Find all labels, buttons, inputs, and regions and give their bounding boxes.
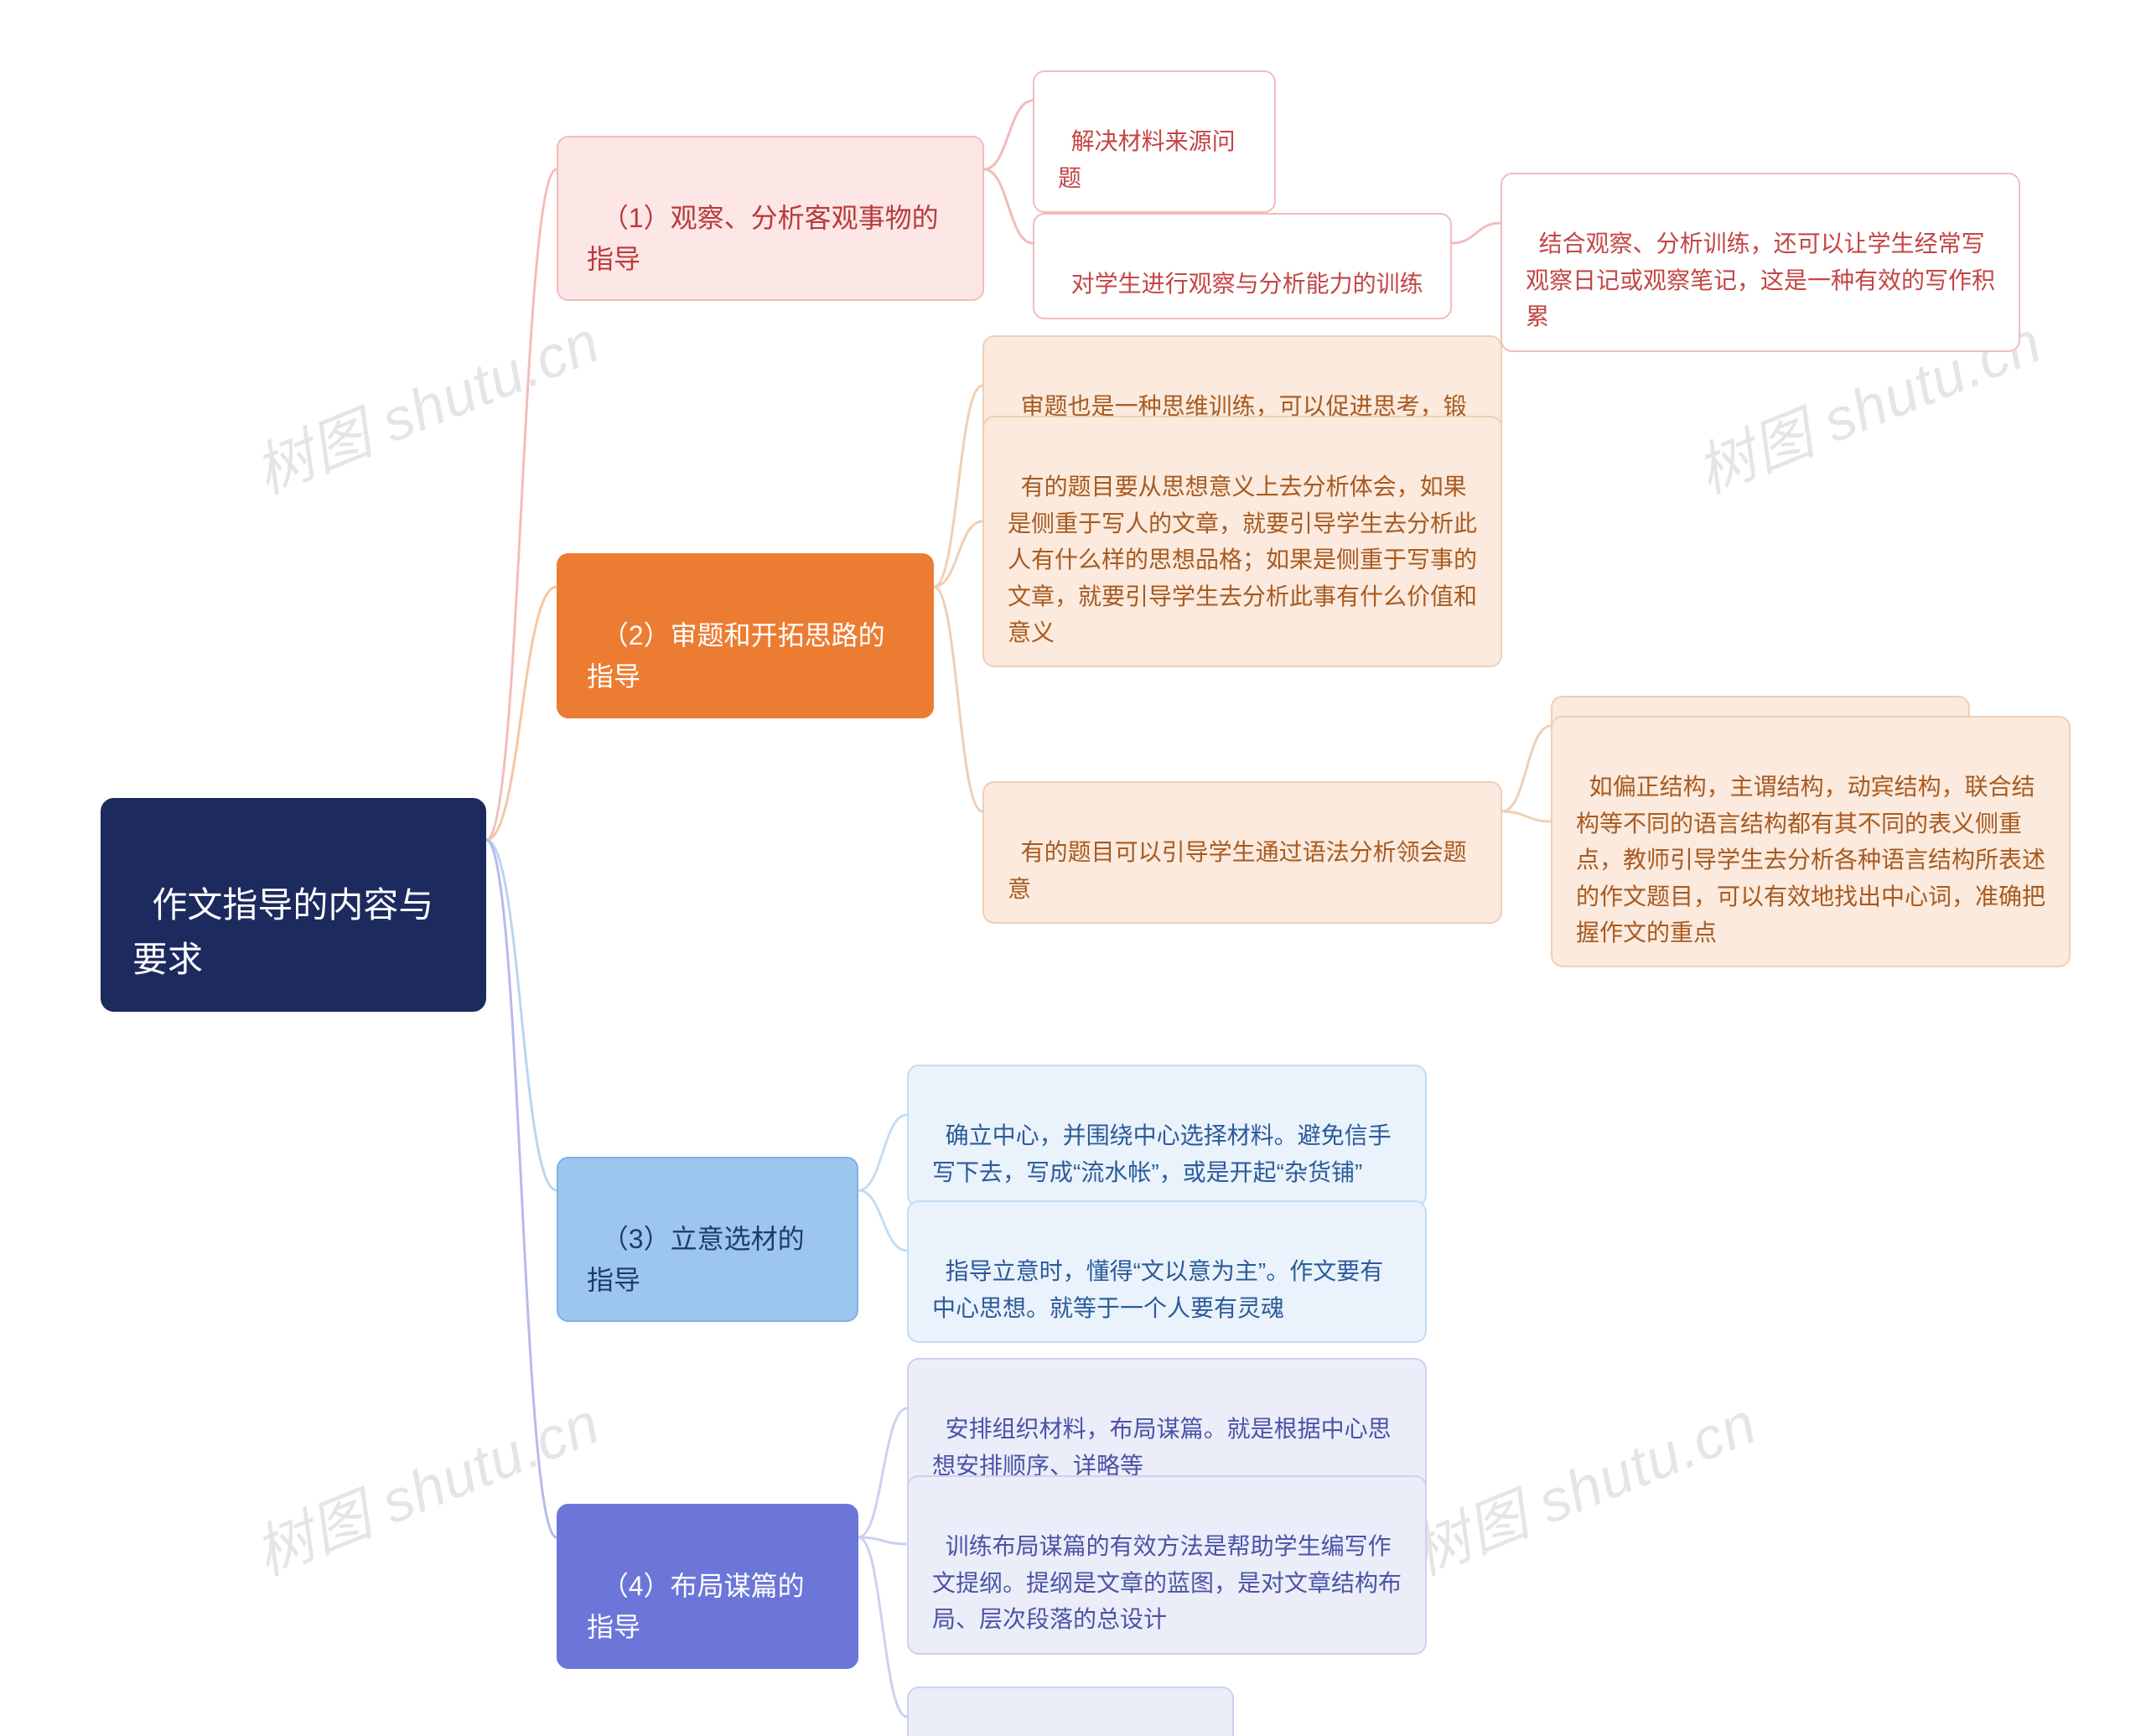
watermark: 树图 shutu.cn xyxy=(241,1376,610,1592)
branch-3-label: （3）立意选材的指导 xyxy=(587,1224,805,1296)
branch-2-leaf-c-child-2: 如偏正结构，主谓结构，动宾结构，联合结构等不同的语言结构都有其不同的表义侧重点，… xyxy=(1551,716,2071,967)
branch-3-leaf-b: 指导立意时，懂得“文以意为主”。作文要有中心思想。就等于一个人要有灵魂 xyxy=(907,1200,1427,1343)
branch-4-leaf-b: 训练布局谋篇的有效方法是帮助学生编写作文提纲。提纲是文章的蓝图，是对文章结构布局… xyxy=(907,1475,1427,1655)
branch-2-label: （2）审题和开拓思路的指导 xyxy=(587,620,885,692)
branch-4-leaf-c: 思维有条理，文章有层次 xyxy=(907,1687,1234,1736)
leaf-label: 训练布局谋篇的有效方法是帮助学生编写作文提纲。提纲是文章的蓝图，是对文章结构布局… xyxy=(932,1533,1402,1632)
leaf-label: 有的题目要从思想意义上去分析体会，如果是侧重于写人的文章，就要引导学生去分析此人… xyxy=(1008,474,1477,645)
branch-3-leaf-a: 确立中心，并围绕中心选择材料。避免信手写下去，写成“流水帐”，或是开起“杂货铺” xyxy=(907,1065,1427,1207)
mindmap-root: 作文指导的内容与要求 xyxy=(101,798,486,1012)
leaf-label: 结合观察、分析训练，还可以让学生经常写观察日记或观察笔记，这是一种有效的写作积累 xyxy=(1526,231,1995,329)
leaf-label: 有的题目可以引导学生通过语法分析领会题意 xyxy=(1008,839,1467,901)
leaf-label: 对学生进行观察与分析能力的训练 xyxy=(1071,271,1423,297)
branch-1-label: （1）观察、分析客观事物的指导 xyxy=(587,203,939,275)
branch-4-label: （4）布局谋篇的指导 xyxy=(587,1571,805,1643)
leaf-label: 确立中心，并围绕中心选择材料。避免信手写下去，写成“流水帐”，或是开起“杂货铺” xyxy=(932,1122,1392,1184)
branch-2-leaf-c: 有的题目可以引导学生通过语法分析领会题意 xyxy=(982,781,1502,924)
branch-3: （3）立意选材的指导 xyxy=(557,1157,858,1322)
leaf-label: 如偏正结构，主谓结构，动宾结构，联合结构等不同的语言结构都有其不同的表义侧重点，… xyxy=(1576,774,2045,946)
leaf-label: 安排组织材料，布局谋篇。就是根据中心思想安排顺序、详略等 xyxy=(932,1416,1392,1478)
branch-2: （2）审题和开拓思路的指导 xyxy=(557,553,934,718)
branch-1: （1）观察、分析客观事物的指导 xyxy=(557,136,984,301)
leaf-label: 解决材料来源问题 xyxy=(1058,128,1236,190)
branch-1-leaf-a: 解决材料来源问题 xyxy=(1033,70,1276,213)
branch-1-leaf-b-child: 结合观察、分析训练，还可以让学生经常写观察日记或观察笔记，这是一种有效的写作积累 xyxy=(1501,173,2020,352)
branch-1-leaf-b: 对学生进行观察与分析能力的训练 xyxy=(1033,213,1452,319)
branch-4: （4）布局谋篇的指导 xyxy=(557,1504,858,1669)
branch-2-leaf-b: 有的题目要从思想意义上去分析体会，如果是侧重于写人的文章，就要引导学生去分析此人… xyxy=(982,416,1502,667)
root-label: 作文指导的内容与要求 xyxy=(132,885,433,979)
watermark: 树图 shutu.cn xyxy=(1397,1376,1767,1592)
leaf-label: 指导立意时，懂得“文以意为主”。作文要有中心思想。就等于一个人要有灵魂 xyxy=(932,1258,1383,1320)
watermark: 树图 shutu.cn xyxy=(241,295,610,510)
